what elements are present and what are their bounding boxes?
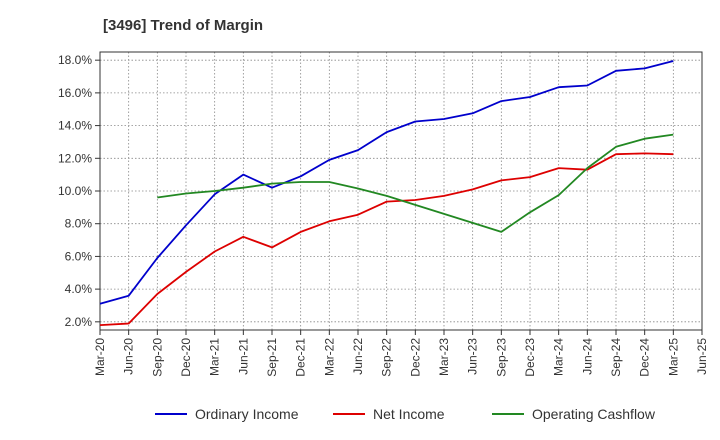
y-tick-label: 18.0% [58,53,92,67]
legend-label-net-income: Net Income [373,406,445,422]
x-tick-label: Jun-23 [466,338,480,375]
x-tick-label: Sep-23 [494,338,508,377]
x-tick-label: Sep-24 [609,338,623,377]
x-tick-label: Mar-25 [666,338,680,376]
y-tick-label: 8.0% [65,217,93,231]
x-tick-label: Dec-24 [638,338,652,377]
x-tick-label: Jun-20 [122,338,136,375]
x-tick-label: Mar-23 [437,338,451,376]
x-tick-label: Sep-21 [265,338,279,377]
series-line-operating-cashflow [157,133,674,233]
x-axis: Mar-20 Jun-20 Sep-20 Dec-20 Mar-21 Jun-21 Sep-… [93,330,709,377]
x-tick-label: Dec-22 [408,338,422,377]
y-tick-label: 14.0% [58,119,92,133]
series-line-net-income [99,152,674,326]
series-layer [99,60,674,326]
y-tick-label: 2.0% [65,315,93,329]
legend-label-operating-cashflow: Operating Cashflow [532,406,656,422]
x-tick-label: Dec-21 [294,338,308,377]
x-tick-label: Mar-21 [208,338,222,376]
x-tick-label: Jun-25 [695,338,709,375]
x-tick-label: Dec-20 [179,338,193,377]
grid-layer [100,52,702,330]
chart-title: [3496] Trend of Margin [103,17,263,34]
y-tick-label: 12.0% [58,151,92,165]
series-line-ordinary-income [99,60,674,305]
x-tick-label: Sep-22 [380,338,394,377]
x-tick-label: Jun-22 [351,338,365,375]
y-tick-label: 16.0% [58,86,92,100]
legend: Ordinary Income Net Income Operating Cashf… [155,406,656,422]
y-tick-label: 6.0% [65,249,93,263]
x-tick-label: Mar-22 [322,338,336,376]
x-tick-label: Jun-24 [580,338,594,375]
x-tick-label: Sep-20 [150,338,164,377]
legend-label-ordinary-income: Ordinary Income [195,406,299,422]
y-tick-label: 4.0% [65,282,93,296]
x-tick-label: Dec-23 [523,338,537,377]
x-tick-label: Mar-24 [552,338,566,376]
y-tick-label: 10.0% [58,184,92,198]
x-tick-label: Mar-20 [93,338,107,376]
y-axis: 2.0% 4.0% 6.0% 8.0% 10.0% 12.0% 14.0% 16.0% 18.0… [58,53,100,329]
x-tick-label: Jun-21 [236,338,250,375]
